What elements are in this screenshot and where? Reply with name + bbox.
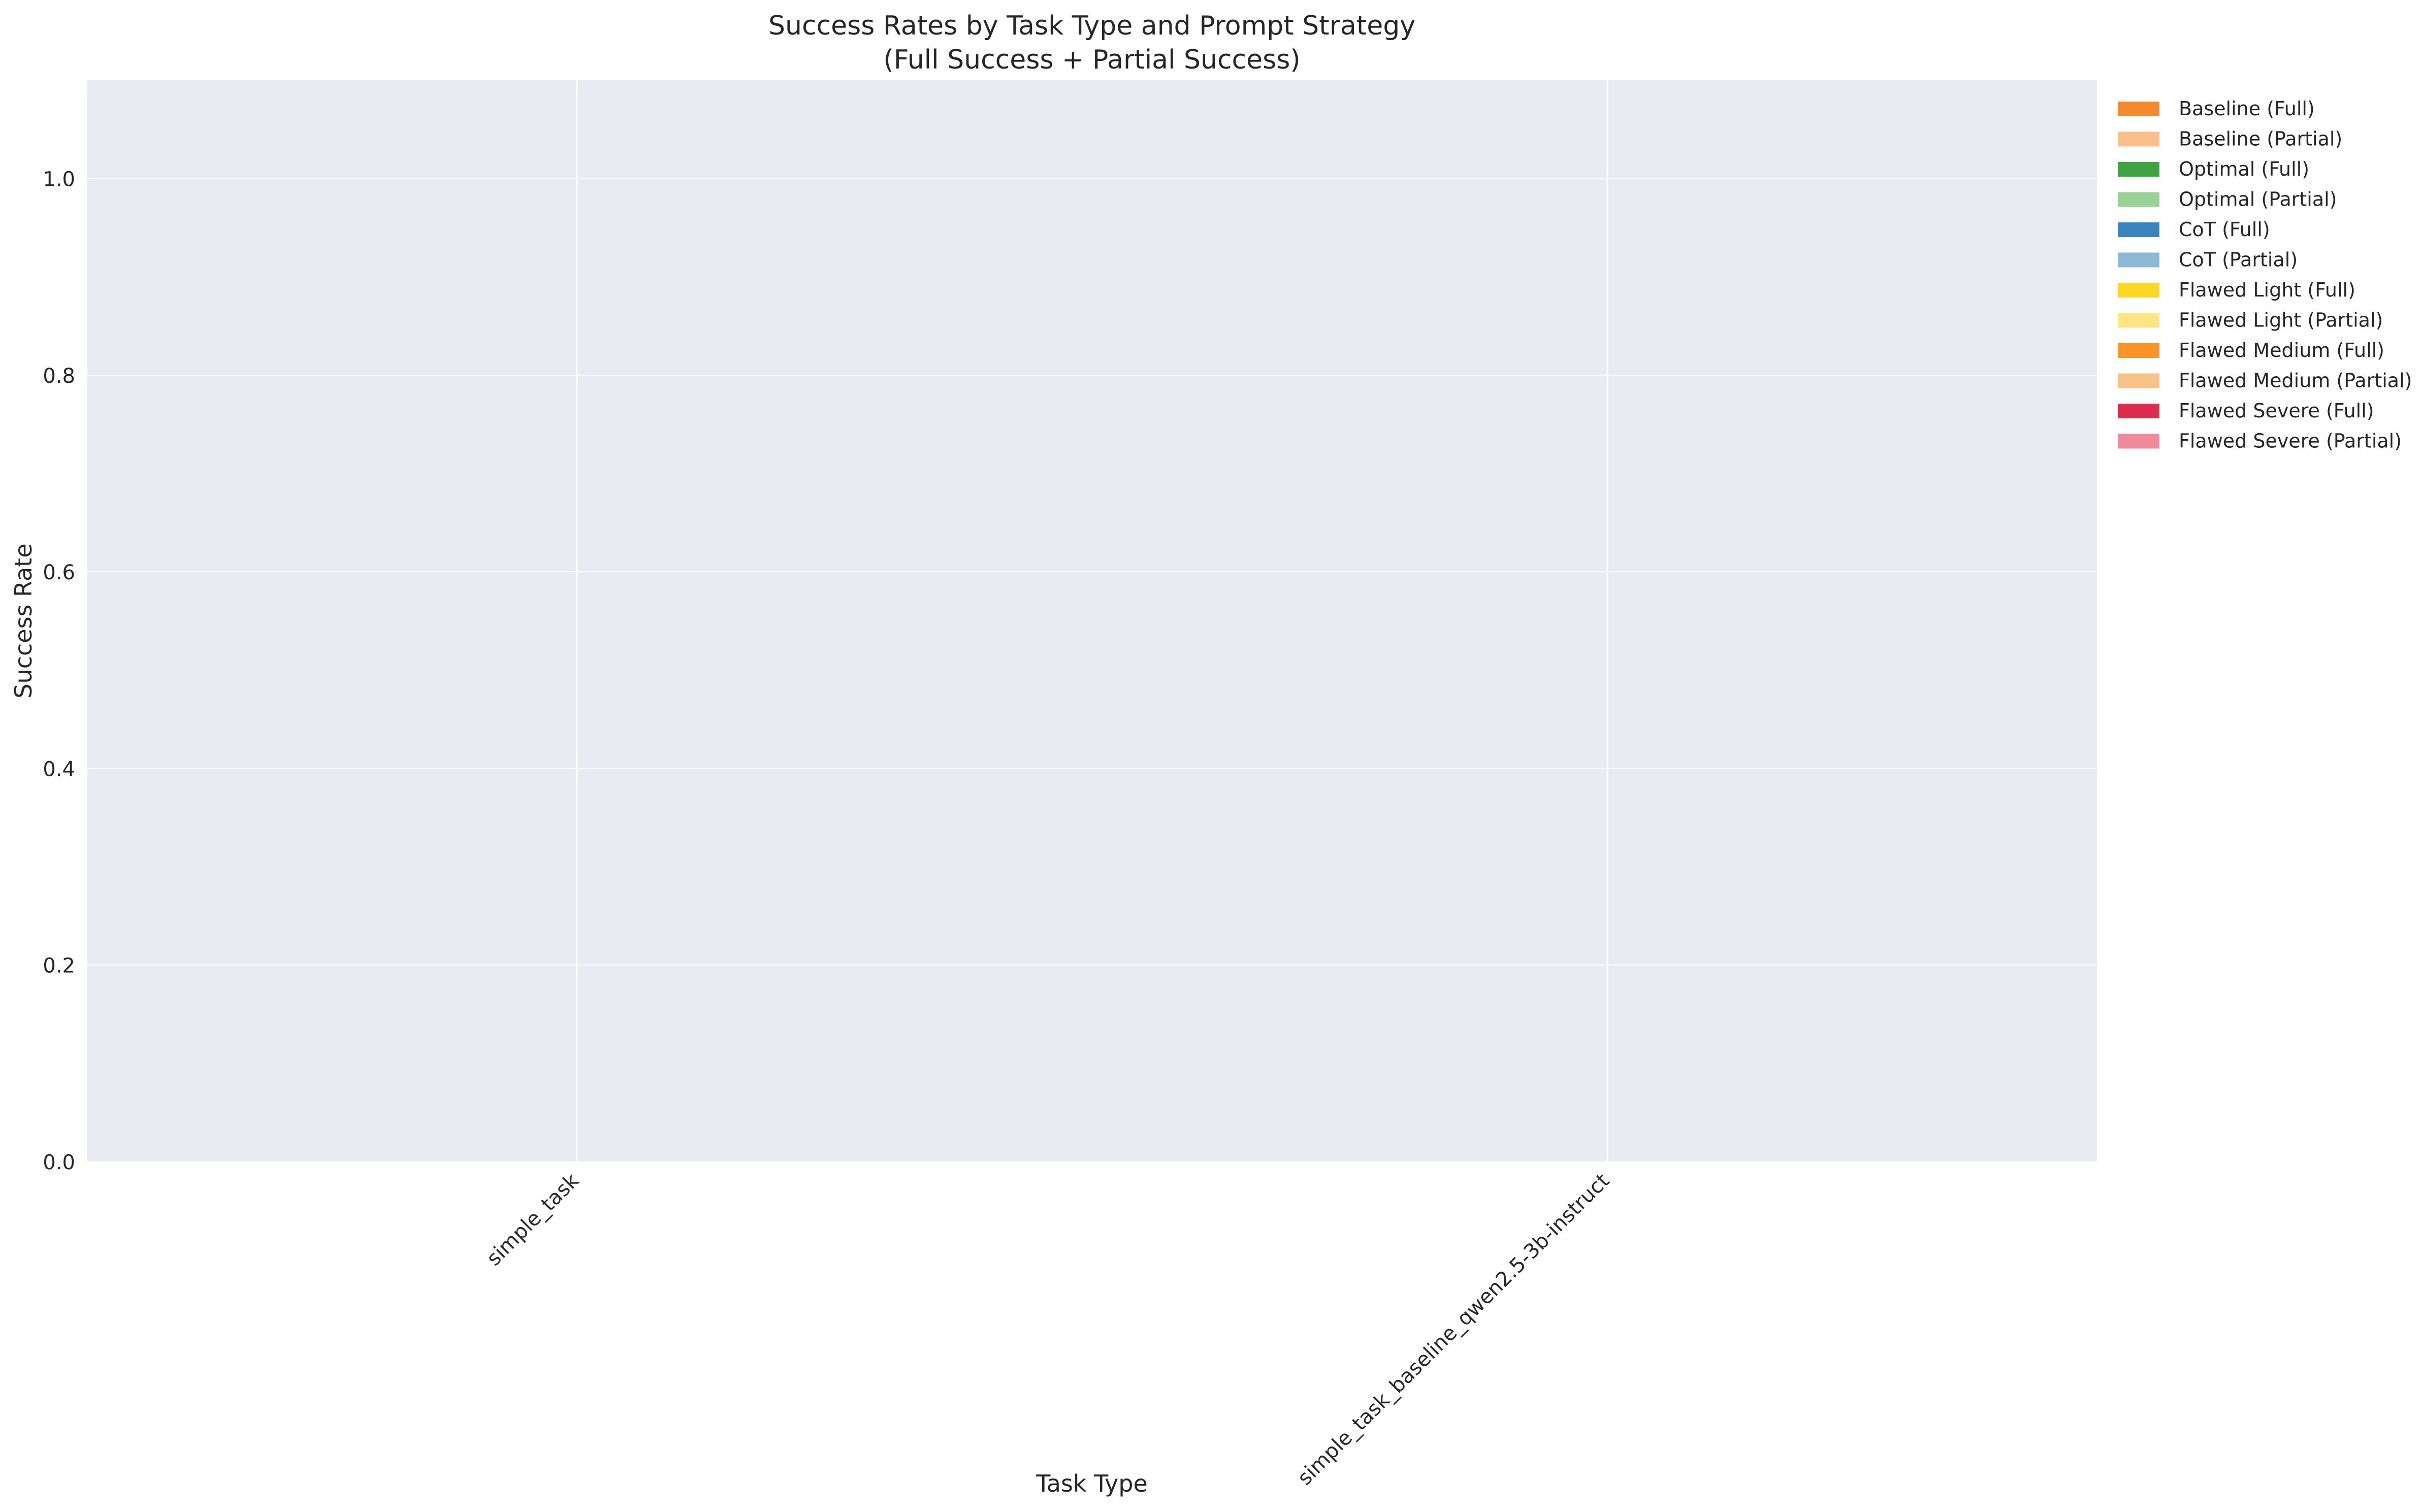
legend-label: Flawed Severe (Full) (2179, 400, 2374, 422)
legend-swatch (2118, 222, 2159, 237)
grid-lines (87, 80, 2097, 1162)
legend-label: Baseline (Partial) (2179, 128, 2342, 150)
legend-swatch (2118, 192, 2159, 207)
legend-label: Flawed Medium (Full) (2179, 339, 2384, 361)
chart-title: Success Rates by Task Type and Prompt St… (768, 11, 1415, 41)
legend-label: CoT (Partial) (2179, 249, 2298, 271)
y-tick-label: 0.6 (43, 561, 75, 584)
legend-label: Flawed Severe (Partial) (2179, 430, 2402, 452)
legend-swatch (2118, 162, 2159, 177)
legend: Baseline (Full) Baseline (Partial) Optimal… (2118, 97, 2412, 452)
y-tick-label: 0.8 (43, 365, 75, 388)
legend-swatch (2118, 434, 2159, 449)
x-axis-label: Task Type (1036, 1470, 1148, 1497)
legend-swatch (2118, 343, 2159, 358)
legend-swatch (2118, 132, 2159, 147)
legend-label: Flawed Medium (Partial) (2179, 370, 2412, 392)
legend-swatch (2118, 252, 2159, 268)
chart-subtitle: (Full Success + Partial Success) (883, 45, 1300, 75)
legend-label: Flawed Light (Partial) (2179, 309, 2383, 332)
legend-swatch (2118, 283, 2159, 298)
y-axis-ticks: 0.0 0.2 0.4 0.6 0.8 1.0 (43, 168, 75, 1174)
y-tick-label: 0.0 (43, 1151, 75, 1174)
legend-swatch (2118, 373, 2159, 388)
legend-label: Optimal (Partial) (2179, 188, 2337, 211)
y-tick-label: 0.4 (43, 758, 75, 781)
legend-swatch (2118, 313, 2159, 328)
legend-swatch (2118, 404, 2159, 418)
legend-label: CoT (Full) (2179, 218, 2270, 241)
y-tick-label: 1.0 (43, 168, 75, 191)
plot-area (87, 80, 2097, 1162)
legend-label: Optimal (Full) (2179, 158, 2309, 180)
y-axis-label: Success Rate (10, 543, 37, 698)
legend-label: Flawed Light (Full) (2179, 279, 2355, 301)
legend-label: Baseline (Full) (2179, 97, 2315, 120)
legend-swatch (2118, 102, 2159, 116)
y-tick-label: 0.2 (43, 955, 75, 978)
